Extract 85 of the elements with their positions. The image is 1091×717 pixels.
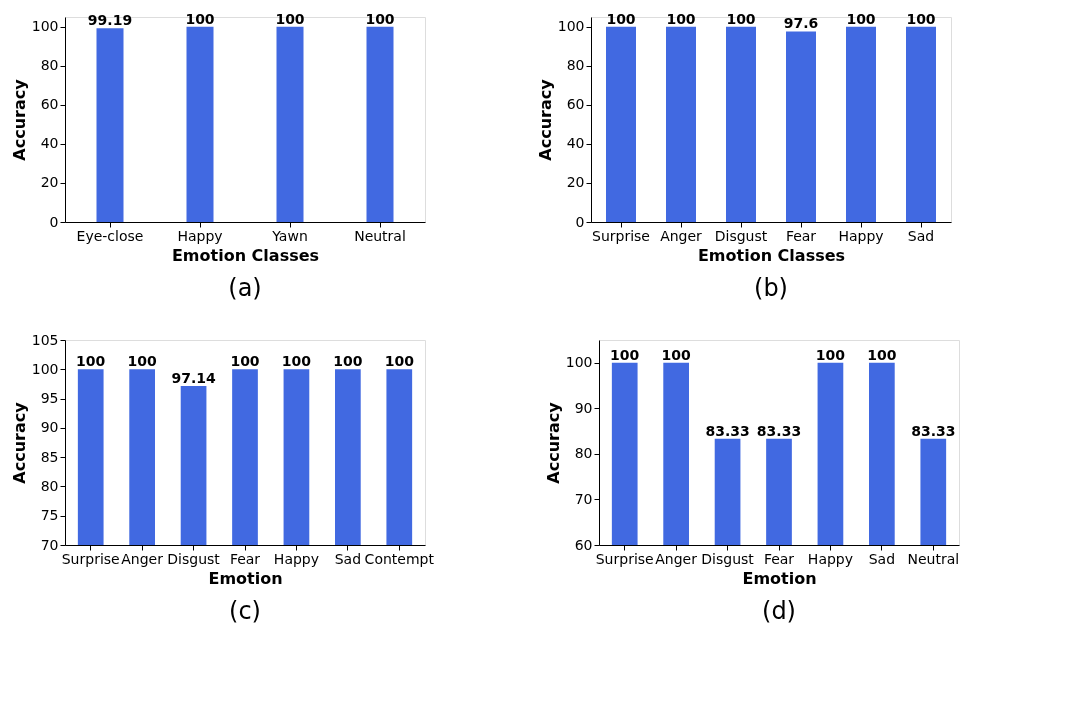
y-tick-label: 60	[566, 96, 585, 113]
x-axis-title: Emotion	[208, 568, 283, 588]
x-tick-label: Surprise	[592, 227, 650, 244]
y-tick-label: 80	[40, 57, 59, 74]
data-label: 100	[906, 10, 936, 27]
y-tick-label: 70	[40, 536, 59, 553]
data-label: 100	[333, 353, 363, 370]
data-label: 100	[666, 10, 696, 27]
y-tick-label: 90	[40, 419, 59, 436]
y-tick-label: 85	[40, 448, 59, 465]
x-tick-label: Anger	[121, 550, 164, 567]
text: (b)	[754, 274, 788, 302]
x-axis-title: Emotion Classes	[697, 245, 846, 265]
data-label: 100	[384, 353, 415, 370]
x-tick-label: Anger	[655, 550, 698, 567]
y-tick-label: 60	[40, 96, 59, 113]
y-tick-label: 95	[40, 390, 59, 407]
y-tick-label: 60	[574, 536, 593, 553]
x-tick-label: Contempt	[364, 550, 435, 567]
data-label: 97.14	[171, 370, 216, 387]
y-tick-label: 90	[574, 399, 593, 416]
y-tick-label: 80	[40, 477, 59, 494]
y-axis-title: Accuracy	[535, 78, 555, 161]
data-label: 100	[185, 10, 215, 27]
y-axis-title: Accuracy	[9, 78, 29, 161]
data-label: 100	[661, 346, 692, 363]
x-tick-label: Disgust	[701, 550, 755, 567]
data-label: 100	[610, 346, 640, 363]
data-label: 100	[867, 346, 897, 363]
data-label: 99.19	[87, 12, 133, 29]
y-tick-label: 105	[31, 331, 59, 348]
x-tick-label: Surprise	[61, 550, 120, 567]
x-tick-label: Fear	[785, 227, 817, 244]
data-label: 100	[846, 10, 876, 27]
text: (c)	[229, 597, 261, 625]
y-tick-label: 100	[31, 360, 59, 377]
data-label: 100	[275, 10, 305, 27]
x-tick-label: Fear	[763, 550, 795, 567]
x-tick-label: Anger	[660, 227, 703, 244]
x-tick-label: Surprise	[595, 550, 654, 567]
y-tick-label: 40	[566, 135, 585, 152]
data-label: 100	[127, 353, 158, 370]
x-axis-title: Emotion Classes	[171, 245, 320, 265]
text: (a)	[228, 274, 262, 302]
y-tick-label: 20	[40, 174, 59, 191]
x-tick-label: Happy	[273, 550, 320, 567]
y-tick-label: 80	[566, 57, 585, 74]
y-tick-label: 70	[574, 490, 593, 507]
y-axis-title: Accuracy	[9, 401, 29, 484]
y-tick-label: 0	[575, 213, 585, 230]
x-tick-label: Fear	[229, 550, 261, 567]
y-tick-label: 100	[31, 18, 59, 35]
y-tick-label: 20	[566, 174, 585, 191]
data-label: 100	[815, 346, 846, 363]
x-tick-label: Yawn	[271, 227, 308, 244]
y-tick-label: 100	[565, 354, 593, 371]
x-axis-title: Emotion	[742, 568, 817, 588]
data-label: 100	[230, 353, 260, 370]
x-tick-label: Neutral	[354, 227, 406, 244]
x-tick-label: Sad	[868, 550, 896, 567]
data-label: 83.33	[756, 422, 802, 439]
y-tick-label: 0	[49, 213, 59, 230]
data-label: 100	[606, 10, 636, 27]
data-label: 100	[281, 353, 312, 370]
x-tick-label: Disgust	[714, 227, 768, 244]
data-label: 83.33	[911, 422, 956, 439]
data-label: 83.33	[705, 422, 750, 439]
text: (d)	[762, 597, 796, 625]
y-axis-title: Accuracy	[543, 401, 563, 484]
y-tick-label: 80	[574, 445, 593, 462]
x-tick-label: Sad	[334, 550, 362, 567]
data-label: 97.6	[783, 15, 819, 32]
x-tick-label: Eye-close	[76, 227, 144, 244]
x-tick-label: Happy	[177, 227, 223, 244]
y-tick-label: 40	[40, 135, 59, 152]
x-tick-label: Happy	[807, 550, 854, 567]
x-tick-label: Happy	[838, 227, 884, 244]
x-tick-label: Sad	[907, 227, 935, 244]
x-tick-label: Neutral	[907, 550, 960, 567]
y-tick-label: 75	[40, 507, 59, 524]
y-tick-label: 100	[557, 18, 585, 35]
data-label: 100	[365, 10, 395, 27]
data-label: 100	[726, 10, 756, 27]
data-label: 100	[76, 353, 106, 370]
x-tick-label: Disgust	[167, 550, 221, 567]
